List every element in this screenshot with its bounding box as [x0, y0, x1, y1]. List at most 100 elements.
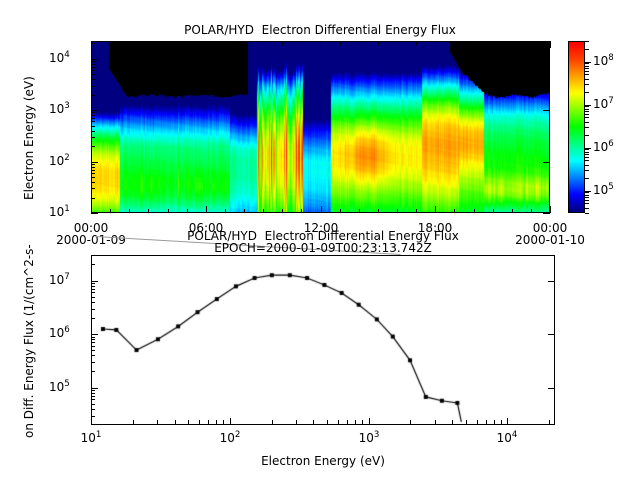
spectrum-xtick-label: 102 — [219, 430, 241, 445]
spectrum-panel[interactable] — [91, 255, 555, 425]
spectrogram-xtick-time: 06:00 — [188, 221, 224, 235]
spectrogram-xtick-major — [321, 41, 322, 48]
spectrogram-xtick-major — [550, 206, 551, 213]
spectrogram-xtick-minor — [531, 209, 532, 213]
spectrum-xtick-major — [507, 418, 508, 425]
spectrogram-xtick-minor — [244, 41, 245, 45]
spectrum-ytick-minor — [91, 393, 95, 394]
spectrogram-xtick-minor — [397, 41, 398, 45]
colorbar-tick-minor — [585, 117, 589, 118]
colorbar-tick-minor — [585, 106, 589, 107]
spectrum-ytick-minor — [91, 318, 95, 319]
spectrogram-xtick-minor — [301, 209, 302, 213]
spectrum-ytick-minor — [91, 337, 95, 338]
spectrogram-xtick-minor — [148, 41, 149, 45]
colorbar-tick-minor — [585, 63, 589, 64]
colorbar-tick-minor — [585, 178, 589, 179]
colorbar-tick-major — [585, 62, 591, 63]
spectrogram-xtick-minor — [378, 209, 379, 213]
spectrogram-xtick-minor — [454, 209, 455, 213]
spectrum-xtick-minor — [549, 420, 550, 425]
colorbar-tick-minor — [585, 114, 589, 115]
spectrum-xtick-major — [369, 418, 370, 425]
spectrogram-xtick-minor — [225, 209, 226, 213]
spectrum-ytick-major — [91, 388, 98, 389]
colorbar-tick-label: 106 — [593, 139, 614, 154]
colorbar-tick-minor — [585, 160, 589, 161]
spectrogram-ytick-minor — [91, 163, 95, 165]
spectrogram-ytick-label: 104 — [49, 49, 70, 65]
colorbar[interactable] — [568, 41, 585, 213]
spectrogram-xtick-minor — [110, 209, 111, 213]
spectrogram-xtick-major — [91, 41, 92, 48]
spectrum-xtick-minor — [410, 420, 411, 425]
spectrum-xtick-minor — [338, 420, 339, 425]
spectrum-ytick-minor — [91, 350, 95, 351]
spectrogram-xtick-minor — [531, 41, 532, 45]
spectrogram-ytick-minor — [91, 70, 95, 72]
spectrum-ytick-minor — [91, 362, 95, 363]
spectrogram-xtick-major — [435, 206, 436, 213]
spectrum-ytick-minor — [91, 355, 95, 356]
spectrum-xtick-minor — [355, 420, 356, 425]
colorbar-tick-minor — [585, 79, 589, 80]
spectrum-ytick-minor — [91, 371, 95, 372]
spectrogram-xtick-minor — [187, 209, 188, 213]
spectrogram-xtick-time: 00:00 — [532, 221, 568, 235]
spectrogram-ylabel: Electron Energy (eV) — [22, 76, 36, 200]
spectrogram-xtick-minor — [263, 209, 264, 213]
spectrum-xtick-minor — [501, 420, 502, 425]
spectrogram-ytick-minor — [91, 66, 95, 68]
spectrogram-xtick-minor — [168, 209, 169, 213]
spectrogram-ytick-minor — [91, 94, 95, 96]
spectrogram-xtick-minor — [397, 209, 398, 213]
colorbar-tick-major — [585, 191, 591, 192]
spectrogram-ytick-minor — [91, 130, 95, 132]
spectrum-xtick-label: 103 — [358, 430, 380, 445]
spectrogram-ytick-major — [91, 110, 98, 112]
spectrum-xtick-minor — [347, 420, 348, 425]
spectrum-xtick-minor — [466, 420, 467, 425]
spectrum-ytick-major — [548, 281, 555, 282]
spectrogram-xtick-minor — [474, 41, 475, 45]
colorbar-tick-minor — [585, 157, 589, 158]
spectrogram-ytick-minor — [91, 121, 95, 123]
colorbar-tick-minor — [585, 74, 589, 75]
spectrogram-ytick-major — [543, 161, 550, 163]
spectrogram-ytick-minor — [91, 146, 95, 148]
spectrum-ytick-minor — [91, 346, 95, 347]
spectrogram-panel[interactable] — [91, 41, 550, 213]
spectrogram-ytick-minor — [91, 115, 95, 117]
spectrum-epoch-annotation: EPOCH=2000-01-09T00:23:13.742Z — [214, 241, 432, 255]
spectrogram-ytick-minor — [91, 197, 95, 199]
colorbar-gradient — [569, 42, 584, 212]
spectrum-ytick-minor — [91, 339, 95, 340]
spectrum-xtick-minor — [133, 420, 134, 425]
spectrogram-xtick-minor — [187, 41, 188, 45]
spectrogram-ytick-major — [543, 110, 550, 112]
spectrogram-ytick-minor — [91, 79, 95, 81]
spectrum-ytick-minor — [91, 297, 95, 298]
spectrogram-xtick-minor — [359, 209, 360, 213]
spectrogram-xtick-minor — [359, 41, 360, 45]
spectrum-xtick-minor — [188, 420, 189, 425]
spectrogram-xtick-minor — [454, 41, 455, 45]
spectrogram-ytick-major — [91, 213, 98, 214]
colorbar-tick-minor — [585, 66, 589, 67]
colorbar-tick-major — [585, 105, 591, 106]
spectrogram-ytick-minor — [91, 166, 95, 168]
spectrogram-xtick-minor — [474, 209, 475, 213]
spectrogram-xtick-time: 12:00 — [303, 221, 339, 235]
spectrogram-ytick-minor — [91, 177, 95, 179]
colorbar-tick-major — [585, 148, 591, 149]
spectrum-xtick-minor — [362, 420, 363, 425]
spectrogram-ytick-minor — [91, 74, 95, 76]
spectrum-xtick-minor — [157, 420, 158, 425]
spectrogram-xtick-minor — [129, 209, 130, 213]
spectrogram-ytick-minor — [91, 60, 95, 62]
spectrum-title: POLAR/HYD Electron Differential Energy F… — [187, 229, 459, 243]
colorbar-tick-minor — [585, 170, 589, 171]
colorbar-tick-minor — [585, 49, 589, 50]
spectrogram-xtick-minor — [416, 41, 417, 45]
spectrogram-image — [92, 42, 549, 212]
